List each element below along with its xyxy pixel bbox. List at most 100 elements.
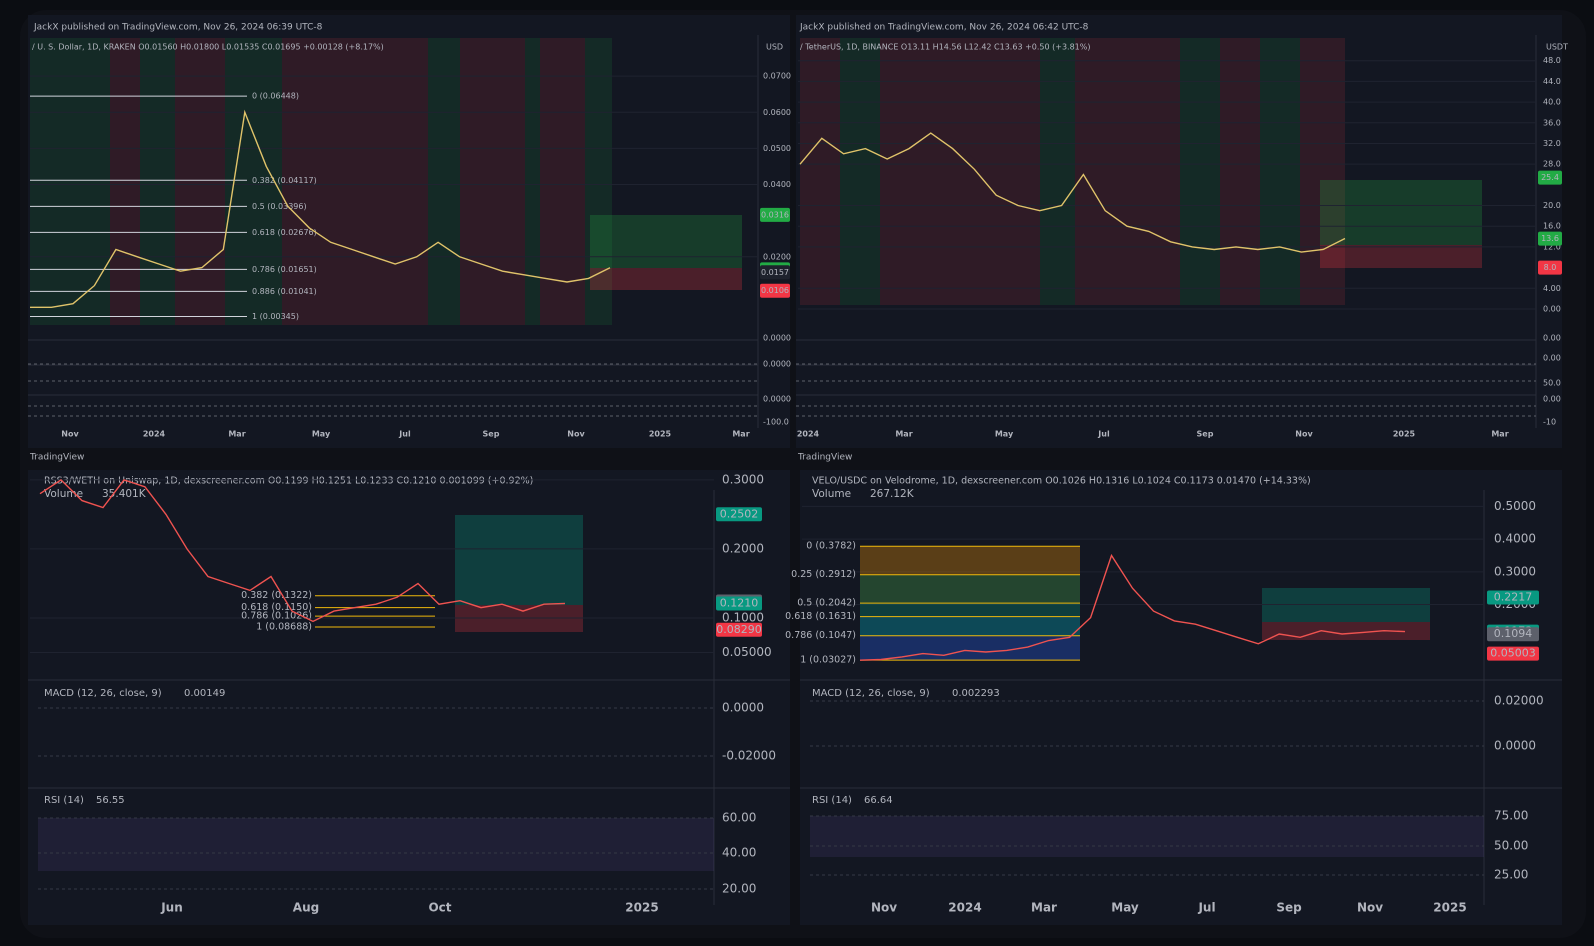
price-tag-label: 0.2217 — [1494, 590, 1533, 603]
fib-label: 0.786 (0.1026) — [241, 611, 312, 622]
y-tick-label: 0.0500 — [763, 144, 791, 153]
symbol-line: / TetherUS, 1D, BINANCE O13.11 H14.56 L1… — [800, 43, 1091, 52]
x-tick-label: Oct — [428, 901, 451, 915]
price-tag — [760, 207, 790, 222]
y-tick-label: 0.0400 — [763, 180, 791, 189]
rsi-band — [38, 818, 714, 871]
price-tag-label: 0.05003 — [1490, 647, 1536, 660]
y-tick-label: 0.2000 — [722, 541, 764, 555]
price-tag — [1538, 170, 1562, 185]
fib-label: 0.382 (0.04117) — [252, 176, 317, 185]
indicator-axis-label: 0.0000 — [763, 395, 791, 404]
volume-value: 267.12K — [870, 488, 915, 500]
price-tag-label: 0.0106 — [761, 286, 789, 295]
footer: TradingView — [29, 453, 84, 463]
fib-label: 0.5 (0.2042) — [797, 598, 856, 609]
price-tag — [1538, 231, 1562, 246]
y-tick-label: 0.00 — [1543, 305, 1561, 314]
price-tag — [716, 507, 762, 522]
session-shade — [540, 38, 585, 325]
y-tick-label: 12.0 — [1543, 242, 1561, 251]
fib-label: 0.618 (0.1631) — [785, 611, 856, 622]
session-shade — [428, 38, 460, 325]
symbol-line: / U. S. Dollar, 1D, KRAKEN O0.01560 H0.0… — [32, 43, 384, 52]
panel — [28, 15, 790, 448]
price-tag-label: 0.1210 — [720, 596, 759, 609]
y-tick-label: 28.0 — [1543, 160, 1561, 169]
session-shade — [175, 38, 225, 325]
panel — [796, 15, 1562, 448]
fib-band — [860, 616, 1080, 636]
fib-band — [860, 546, 1080, 575]
fib-label: 1 (0.00345) — [252, 312, 299, 321]
position-box — [590, 215, 742, 268]
y-tick-label: 0.3000 — [722, 472, 764, 486]
macd-label: MACD (12, 26, close, 9) — [44, 688, 162, 699]
y-tick-label: 36.0 — [1543, 118, 1561, 127]
fib-label: 0 (0.06448) — [252, 92, 299, 101]
y-tick-label: 32.0 — [1543, 139, 1561, 148]
x-tick-label: Jun — [160, 901, 183, 915]
indicator-axis-label: 0.0000 — [763, 334, 791, 343]
currency: USDT — [1546, 43, 1568, 52]
y-tick-label: 0.3000 — [1494, 564, 1536, 578]
session-shade — [840, 38, 880, 305]
symbol-line: VELO/USDC on Velodrome, 1D, dexscreener.… — [812, 476, 1311, 487]
x-tick-label: May — [1111, 901, 1139, 915]
x-tick-label: 2025 — [649, 430, 672, 439]
indicator-axis-label: -100.0 — [763, 418, 789, 427]
x-tick-label: Nov — [871, 901, 897, 915]
x-tick-label: 2024 — [797, 430, 820, 439]
price-tag-label: 0.0316 — [761, 210, 789, 219]
currency: USD — [766, 43, 783, 52]
price-tag — [1487, 646, 1539, 661]
macd-label: MACD (12, 26, close, 9) — [812, 688, 930, 699]
x-tick-label: Mar — [895, 430, 912, 439]
session-shade — [525, 38, 540, 325]
fib-band — [860, 603, 1080, 617]
rsi-value: 66.64 — [864, 795, 893, 806]
price-tag — [716, 622, 762, 637]
fib-label: 0.618 (0.1150) — [241, 602, 312, 613]
indicator-axis-label: 0.0000 — [763, 360, 791, 369]
price-tag — [716, 596, 762, 611]
y-tick-label: 0.0600 — [763, 108, 791, 117]
rsi-axis-label: 25.00 — [1494, 868, 1528, 882]
y-tick-label: 48.0 — [1543, 56, 1561, 65]
panel — [28, 470, 790, 925]
price-tag — [1487, 627, 1539, 642]
x-tick-label: Sep — [1197, 430, 1214, 439]
rsi-axis-label: 75.00 — [1494, 809, 1528, 823]
price-line — [859, 553, 1406, 661]
publish-header: JackX published on TradingView.com, Nov … — [799, 23, 1089, 33]
x-tick-label: 2024 — [143, 430, 166, 439]
fib-label: 1 (0.03027) — [800, 655, 856, 666]
fib-label: 0.886 (0.01041) — [252, 287, 317, 296]
position-box — [590, 268, 742, 290]
y-tick-label: 0.0700 — [763, 72, 791, 81]
x-tick-label: Nov — [1357, 901, 1383, 915]
indicator-axis-label: 0.00 — [1543, 395, 1561, 404]
fib-label: 0.25 (0.2912) — [791, 569, 856, 580]
indicator-axis-label: 0.00 — [1543, 334, 1561, 343]
indicator-axis-label: 0.00 — [1543, 354, 1561, 363]
session-shade — [1075, 38, 1180, 305]
x-tick-label: Mar — [1491, 430, 1508, 439]
y-tick-label: 40.0 — [1543, 98, 1561, 107]
x-tick-label: Mar — [228, 430, 245, 439]
price-tag — [1487, 590, 1539, 605]
price-line — [30, 109, 611, 308]
session-shade — [1180, 38, 1220, 305]
fib-label: 0.786 (0.1047) — [785, 630, 856, 641]
x-tick-label: 2024 — [948, 901, 981, 915]
x-tick-label: Nov — [567, 430, 585, 439]
price-tag-label: 8.0 — [1544, 263, 1557, 272]
y-tick-label: 0.4000 — [1494, 532, 1536, 546]
x-tick-label: Sep — [483, 430, 500, 439]
session-shade — [800, 38, 840, 305]
x-tick-label: Mar — [732, 430, 749, 439]
footer: TradingView — [797, 453, 852, 463]
x-tick-label: 2025 — [1393, 430, 1416, 439]
macd-value: 0.00149 — [184, 688, 225, 699]
rsi-axis-label: 50.00 — [1494, 839, 1528, 853]
